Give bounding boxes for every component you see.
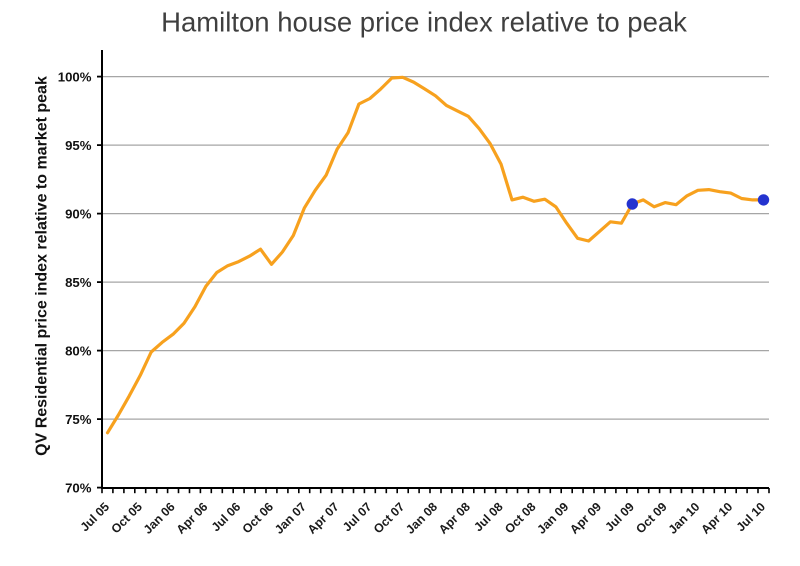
svg-text:85%: 85% bbox=[65, 275, 92, 290]
svg-text:80%: 80% bbox=[65, 343, 92, 358]
svg-text:70%: 70% bbox=[65, 480, 92, 495]
svg-text:Hamilton house price index rel: Hamilton house price index relative to p… bbox=[161, 7, 687, 38]
svg-text:90%: 90% bbox=[65, 206, 92, 221]
svg-text:QV Residential price index rel: QV Residential price index relative to m… bbox=[34, 76, 51, 456]
svg-text:95%: 95% bbox=[65, 138, 92, 153]
svg-text:75%: 75% bbox=[65, 412, 92, 427]
svg-text:100%: 100% bbox=[58, 69, 92, 84]
